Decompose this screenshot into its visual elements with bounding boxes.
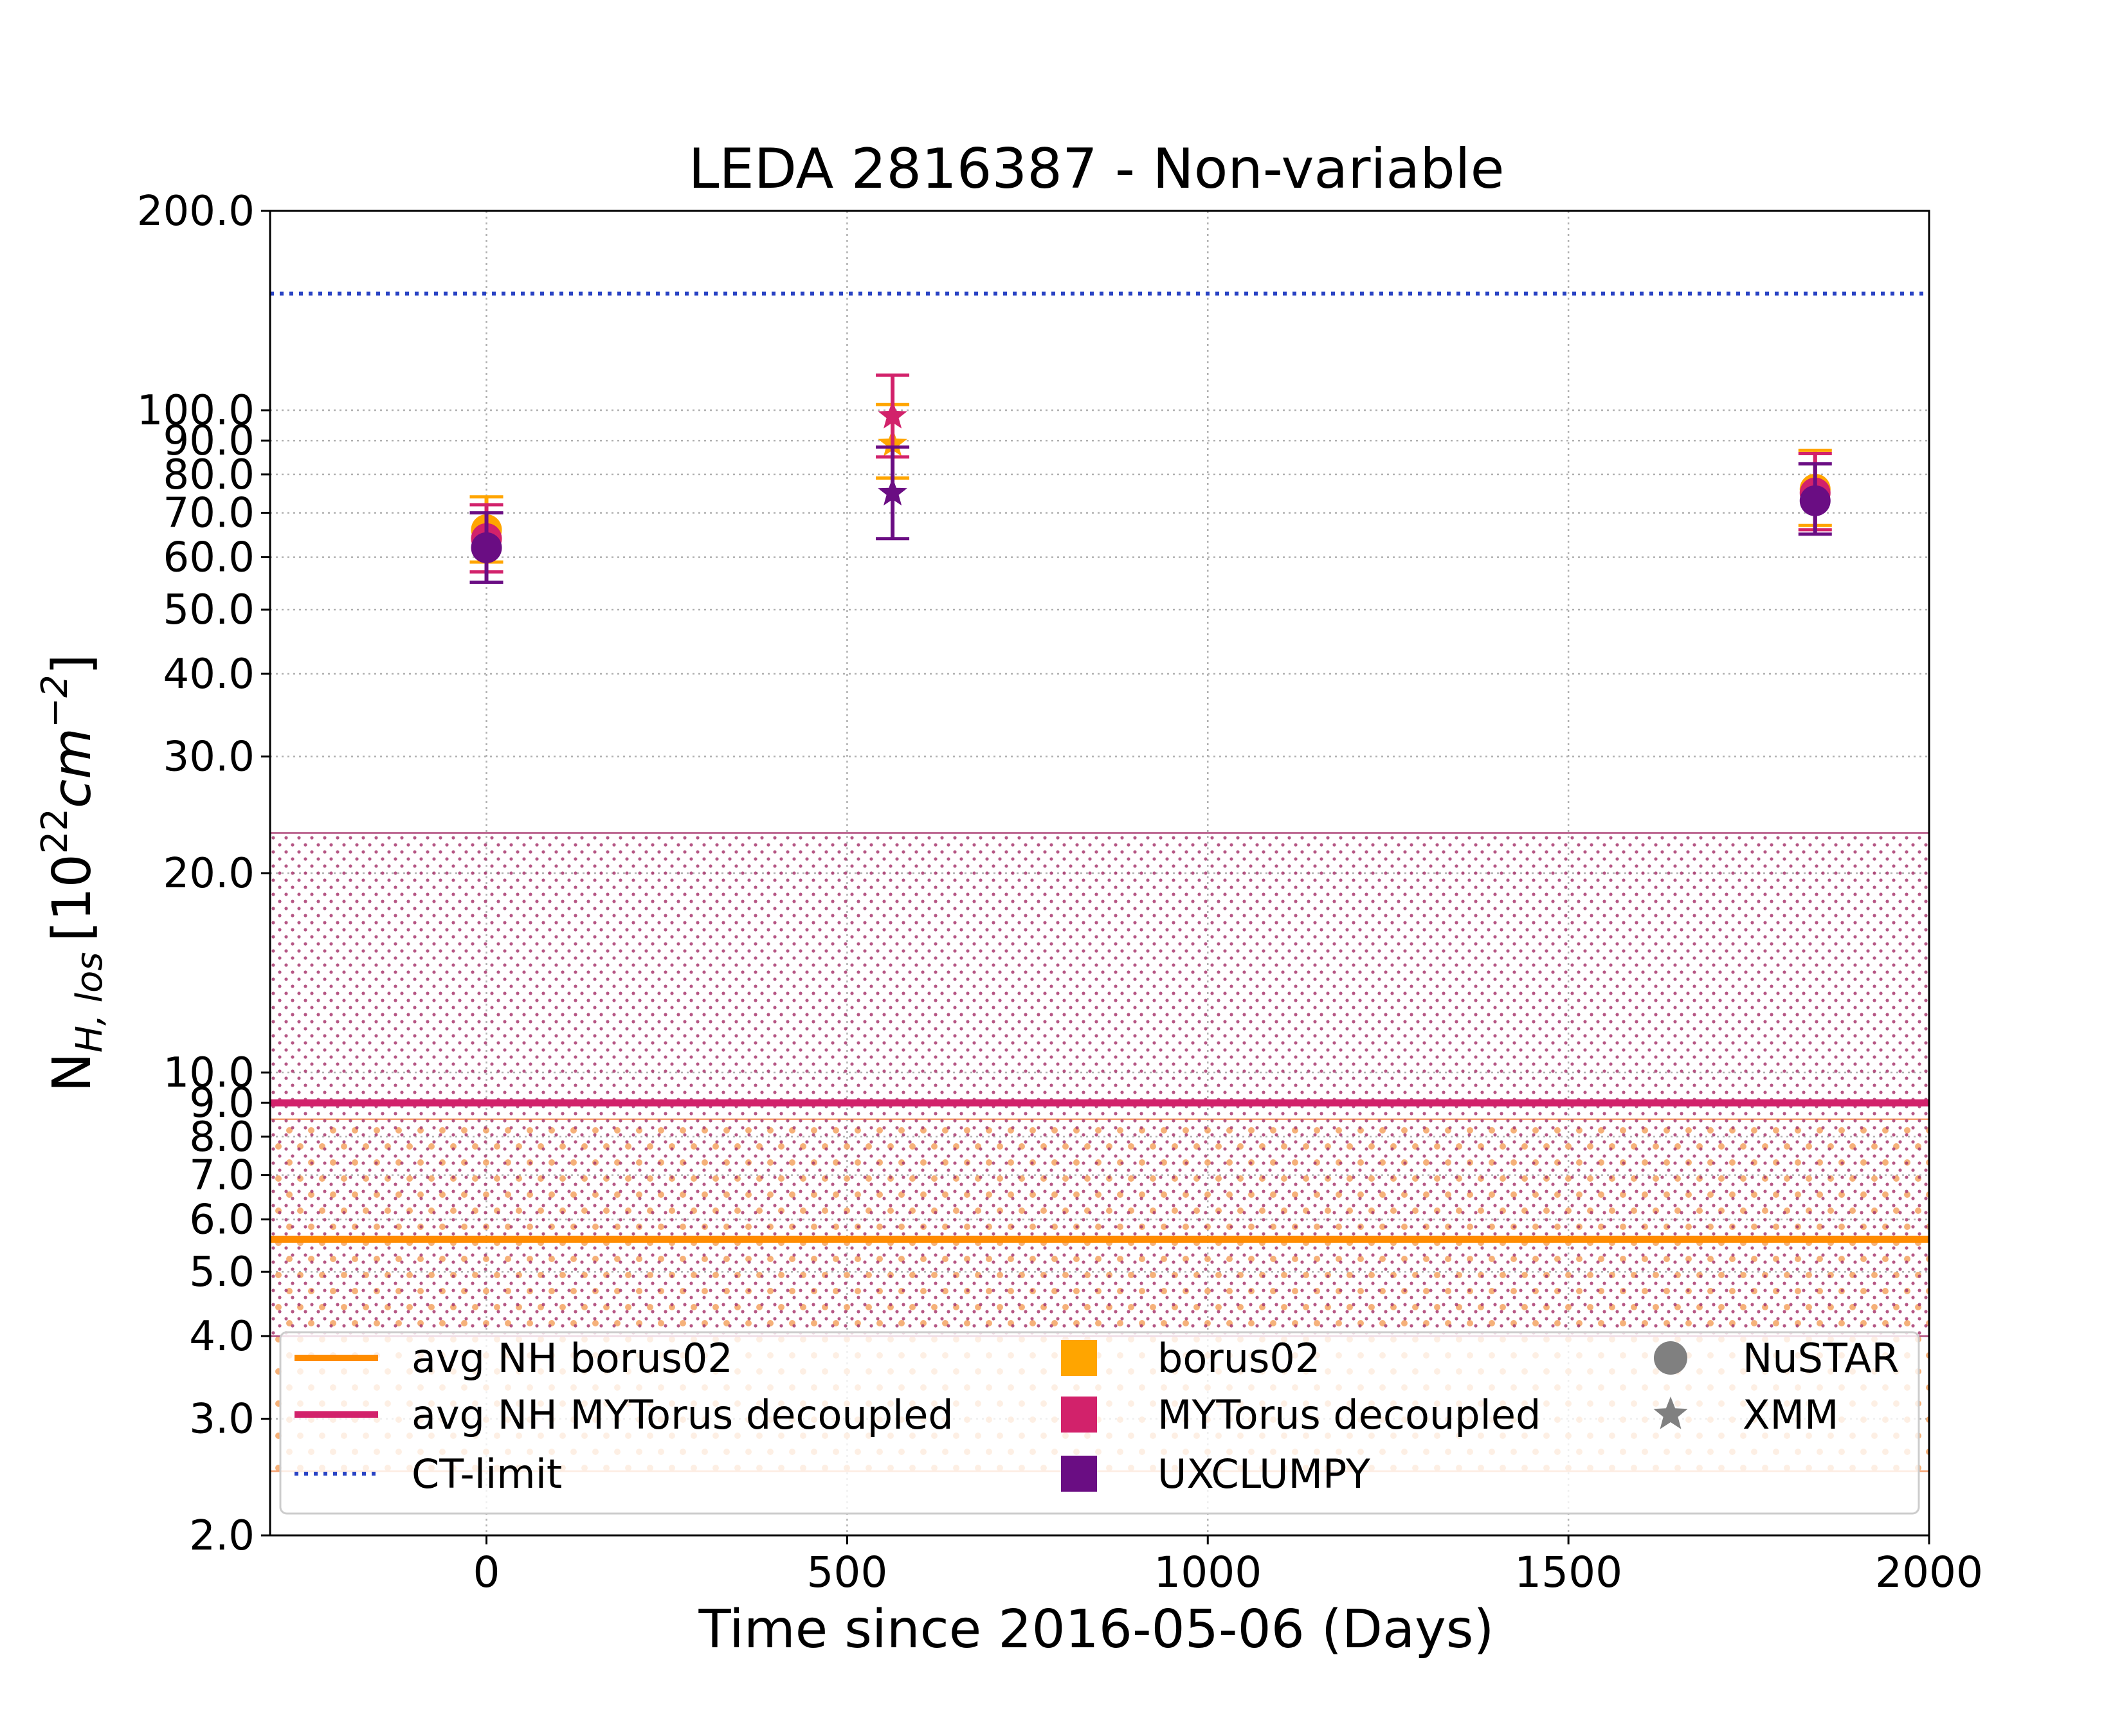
y-tick-label: 200.0 [137, 188, 255, 235]
legend-label: avg NH MYTorus decoupled [412, 1391, 954, 1438]
y-tick-label: 10.0 [163, 1049, 255, 1097]
y-tick-label: 20.0 [163, 850, 255, 898]
y-label-unit-cm: cm [42, 728, 103, 808]
legend-star-marker [1653, 1397, 1688, 1429]
legend-label: MYTorus decoupled [1157, 1391, 1541, 1438]
y-tick-label: 90.0 [163, 417, 255, 465]
legend-box [279, 1331, 1920, 1515]
y-axis-label: NH, los [1022cm−2] [34, 654, 111, 1092]
y-tick-label: 60.0 [163, 534, 255, 582]
y-label-exponent-2: −2 [34, 674, 76, 728]
legend-circle-marker [1654, 1341, 1687, 1375]
legend-label: UXCLUMPY [1157, 1451, 1370, 1497]
y-tick-label: 100.0 [137, 387, 255, 435]
x-axis: 0 500 1000 1500 2000 [473, 1535, 1983, 1597]
y-tick-label: 2.0 [189, 1512, 255, 1560]
y-tick-label: 50.0 [163, 586, 255, 634]
x-tick-label: 0 [473, 1548, 500, 1597]
y-tick-label: 6.0 [189, 1197, 255, 1244]
y-tick-label: 30.0 [163, 734, 255, 781]
legend-label: CT-limit [412, 1451, 562, 1497]
chart-title: LEDA 2816387 - Non-variable [689, 137, 1505, 201]
y-label-exponent-1: 22 [34, 808, 76, 854]
x-tick-label: 1500 [1514, 1548, 1622, 1597]
y-label-unit-open: [10 [42, 854, 103, 941]
data-point-circle [1799, 485, 1831, 516]
x-tick-label: 2000 [1875, 1548, 1983, 1597]
data-point-star [878, 401, 907, 429]
y-tick-label: 3.0 [189, 1396, 255, 1443]
y-label-subscript: H, los [69, 952, 111, 1053]
y-tick-label: 5.0 [189, 1249, 255, 1296]
x-tick-label: 1000 [1154, 1548, 1262, 1597]
y-axis: 2.0 3.0 4.0 5.0 6.07.08.09.010.0 20.0 30.0 40.0… [137, 188, 270, 1560]
x-axis-label: Time since 2016-05-06 (Days) [698, 1599, 1494, 1660]
data-point-star [878, 477, 907, 506]
y-tick-label: 9.0 [189, 1080, 255, 1127]
data-points [469, 373, 1832, 584]
legend-square-marker [1061, 1340, 1097, 1376]
y-tick-label: 40.0 [163, 651, 255, 698]
legend-square-marker [1061, 1397, 1097, 1433]
uncertainty-band [270, 833, 1929, 1336]
legend-label: avg NH borus02 [412, 1335, 733, 1382]
legend-square-marker [1061, 1456, 1097, 1492]
y-tick-label: 4.0 [189, 1313, 255, 1361]
legend-label: XMM [1743, 1391, 1838, 1438]
data-point-circle [471, 532, 502, 563]
legend-label: NuSTAR [1743, 1335, 1900, 1382]
y-tick-label: 80.0 [163, 451, 255, 499]
x-tick-label: 500 [806, 1548, 887, 1597]
average-lines [270, 291, 1929, 1243]
y-tick-label: 70.0 [163, 490, 255, 538]
y-label-unit-close: ] [42, 654, 103, 674]
y-tick-label: 7.0 [189, 1152, 255, 1200]
y-tick-label: 8.0 [189, 1114, 255, 1161]
y-label-symbol: N [42, 1053, 103, 1092]
legend-label: borus02 [1157, 1335, 1320, 1382]
legend: avg NH borus02 avg NH MYTorus decoupled CT… [279, 1331, 1920, 1515]
